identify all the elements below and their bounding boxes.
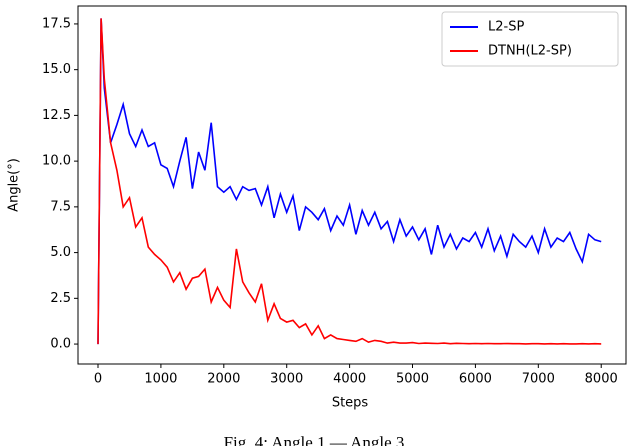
y-axis-label: Angle(°) [7,158,22,212]
x-tick-label: 6000 [459,372,492,387]
y-tick-label: 5.0 [50,245,71,260]
y-tick-label: 7.5 [50,199,71,214]
x-tick-label: 0 [94,372,102,387]
y-tick-label: 0.0 [50,337,71,352]
legend-label: DTNH(L2-SP) [488,44,572,59]
x-axis-label: Steps [332,396,369,411]
x-tick-label: 4000 [333,372,366,387]
y-tick-label: 10.0 [42,154,71,169]
y-tick-label: 17.5 [42,16,71,31]
x-tick-label: 3000 [270,372,303,387]
series-line [97,18,602,345]
plot-frame [77,5,627,365]
x-tick-label: 2000 [207,372,240,387]
series-line [97,18,602,345]
x-tick-label: 7000 [522,372,555,387]
y-tick-label: 12.5 [42,108,71,123]
caption: Fig. 4: Angle 1 — Angle 3 [224,433,405,446]
x-tick-label: 1000 [144,372,177,387]
legend-box [441,11,619,67]
legend-label: L2-SP [488,20,524,35]
y-tick-label: 15.0 [42,62,71,77]
y-tick-label: 2.5 [50,291,71,306]
x-tick-label: 8000 [585,372,618,387]
x-tick-label: 5000 [396,372,429,387]
